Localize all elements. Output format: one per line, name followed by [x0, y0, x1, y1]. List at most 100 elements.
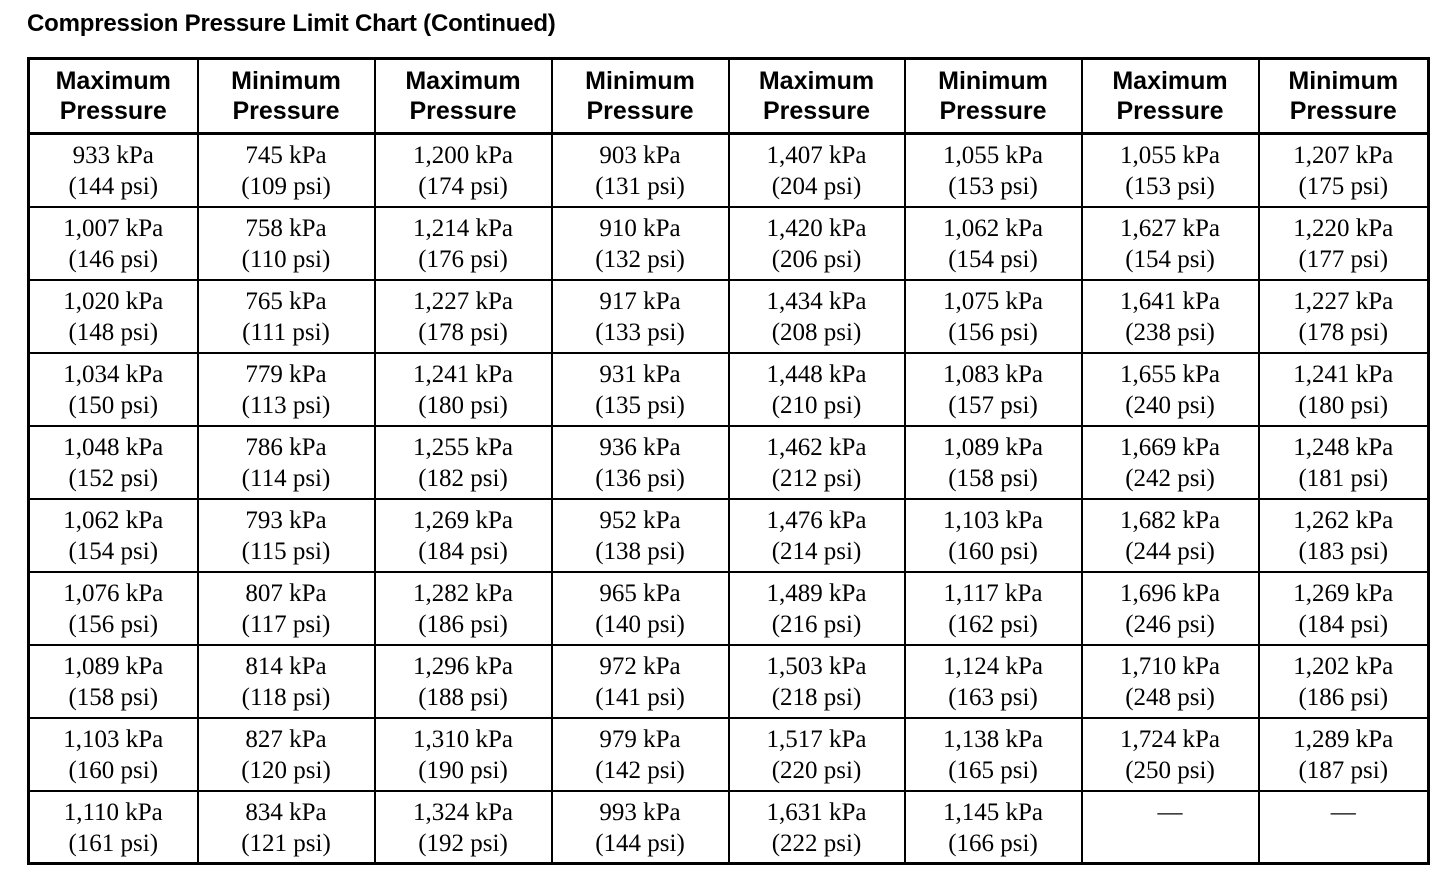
kpa-value: 917 kPa [599, 287, 681, 315]
table-cell: 1,048 kPa (152 psi) [27, 424, 199, 500]
table-row: 933 kPa (144 psi) 745 kPa (109 psi) 1,200 kP… [27, 132, 1430, 208]
psi-value: (144 psi) [68, 173, 159, 200]
table-cell: 779 kPa (113 psi) [196, 351, 376, 427]
kpa-value: 1,241 kPa [1293, 360, 1394, 388]
kpa-value: 1,007 kPa [63, 214, 164, 242]
column-header-line: Minimum [1288, 67, 1399, 95]
table-cell: 1,262 kPa (183 psi) [1257, 497, 1430, 573]
table-cell: 793 kPa (115 psi) [196, 497, 376, 573]
table-row: 1,062 kPa (154 psi) 793 kPa (115 psi) 1,269 … [27, 497, 1430, 573]
table-cell: 1,055 kPa (153 psi) [903, 132, 1083, 208]
psi-value: (153 psi) [948, 173, 1038, 200]
psi-value: (118 psi) [241, 683, 331, 711]
table-cell: 1,220 kPa (177 psi) [1257, 205, 1430, 281]
kpa-value: 1,062 kPa [63, 506, 164, 534]
kpa-value: 1,503 kPa [766, 652, 867, 680]
psi-value: (183 psi) [1298, 537, 1389, 565]
table-cell: 933 kPa (144 psi) [27, 132, 199, 208]
table-cell: 1,248 kPa (181 psi) [1257, 424, 1430, 500]
table-cell: 1,076 kPa (156 psi) [27, 570, 199, 646]
psi-value: (150 psi) [68, 391, 159, 419]
table-cell: 1,103 kPa (160 psi) [903, 497, 1083, 573]
table-cell: 931 kPa (135 psi) [550, 351, 730, 427]
psi-value: (178 psi) [418, 318, 508, 346]
table-row: 1,103 kPa (160 psi) 827 kPa (120 psi) 1,310 … [27, 716, 1430, 792]
kpa-value: 1,310 kPa [413, 725, 513, 753]
column-header-line: Maximum [758, 67, 875, 95]
kpa-value: 1,110 kPa [63, 798, 163, 826]
table-row: 1,089 kPa (158 psi) 814 kPa (118 psi) 1,296 … [27, 643, 1430, 719]
table-cell: 814 kPa (118 psi) [196, 643, 376, 719]
table-cell: 1,503 kPa (218 psi) [727, 643, 906, 719]
psi-value: (206 psi) [771, 245, 862, 273]
kpa-value: 814 kPa [245, 652, 327, 680]
header-row: Maximum Pressure Minimum Pressure Maximum Pre… [27, 57, 1430, 135]
column-header: Maximum Pressure [27, 57, 199, 135]
kpa-value: 807 kPa [245, 579, 327, 607]
table-cell: 1,407 kPa (204 psi) [727, 132, 906, 208]
column-header-line: Pressure [939, 97, 1047, 125]
psi-value: (162 psi) [948, 610, 1038, 638]
psi-value: (135 psi) [595, 391, 685, 419]
kpa-value: 903 kPa [599, 142, 681, 169]
table-row: 1,110 kPa (161 psi) 834 kPa (121 psi) 1,324 … [27, 789, 1430, 865]
kpa-value: 793 kPa [245, 506, 327, 534]
psi-value: (166 psi) [948, 829, 1038, 857]
psi-value: (142 psi) [595, 756, 685, 784]
psi-value: (182 psi) [418, 464, 508, 492]
kpa-value: 933 kPa [72, 142, 154, 169]
psi-value: (186 psi) [1298, 683, 1389, 711]
kpa-value: 1,083 kPa [943, 360, 1043, 388]
table-cell: 1,696 kPa (246 psi) [1080, 570, 1260, 646]
psi-value: (156 psi) [68, 610, 159, 638]
psi-value: (176 psi) [418, 245, 508, 273]
table-cell: 1,420 kPa (206 psi) [727, 205, 906, 281]
psi-value: (160 psi) [68, 756, 159, 784]
table-cell: 1,517 kPa (220 psi) [727, 716, 906, 792]
psi-value: (178 psi) [1298, 318, 1389, 346]
psi-value: (154 psi) [1125, 245, 1215, 273]
psi-value: (177 psi) [1298, 245, 1389, 273]
table-cell: 1,089 kPa (158 psi) [903, 424, 1083, 500]
table-cell: 1,062 kPa (154 psi) [903, 205, 1083, 281]
kpa-value: 1,034 kPa [63, 360, 164, 388]
psi-value: (161 psi) [68, 829, 159, 857]
column-header-line: Maximum [55, 67, 171, 95]
kpa-value: 1,262 kPa [1293, 506, 1394, 534]
psi-value: (120 psi) [241, 756, 331, 784]
table-cell: 952 kPa (138 psi) [550, 497, 730, 573]
table-cell: 1,124 kPa (163 psi) [903, 643, 1083, 719]
kpa-value: 1,220 kPa [1293, 214, 1394, 242]
table-cell: 1,062 kPa (154 psi) [27, 497, 199, 573]
table-cell: 917 kPa (133 psi) [550, 278, 730, 354]
psi-value: (136 psi) [595, 464, 685, 492]
table-cell: 1,227 kPa (178 psi) [373, 278, 553, 354]
psi-value: (242 psi) [1125, 464, 1215, 492]
column-header-line: Pressure [762, 97, 871, 125]
table-cell: 1,241 kPa (180 psi) [373, 351, 553, 427]
psi-value: (158 psi) [68, 683, 159, 711]
table-cell: 1,103 kPa (160 psi) [27, 716, 199, 792]
kpa-value: 1,200 kPa [413, 142, 513, 169]
kpa-value: 1,248 kPa [1293, 433, 1394, 461]
kpa-value: 972 kPa [599, 652, 681, 680]
table-cell: 1,117 kPa (162 psi) [903, 570, 1083, 646]
table-cell: 1,269 kPa (184 psi) [1257, 570, 1430, 646]
table-cell: 786 kPa (114 psi) [196, 424, 376, 500]
psi-value: (146 psi) [68, 245, 159, 273]
kpa-value: 1,055 kPa [1120, 142, 1220, 169]
column-header: Maximum Pressure [727, 57, 906, 135]
table-cell: — [1257, 789, 1430, 865]
kpa-value: 1,103 kPa [63, 725, 164, 753]
kpa-value: 1,517 kPa [766, 725, 867, 753]
table-cell: 972 kPa (141 psi) [550, 643, 730, 719]
kpa-value: 1,145 kPa [943, 798, 1043, 826]
psi-value: (192 psi) [418, 829, 508, 857]
psi-value: (132 psi) [595, 245, 685, 273]
column-header: Maximum Pressure [373, 57, 553, 135]
table-cell: 1,289 kPa (187 psi) [1257, 716, 1430, 792]
table-cell: 1,083 kPa (157 psi) [903, 351, 1083, 427]
psi-value: (180 psi) [1298, 391, 1389, 419]
table-cell: 1,269 kPa (184 psi) [373, 497, 553, 573]
psi-value: (117 psi) [241, 610, 331, 638]
